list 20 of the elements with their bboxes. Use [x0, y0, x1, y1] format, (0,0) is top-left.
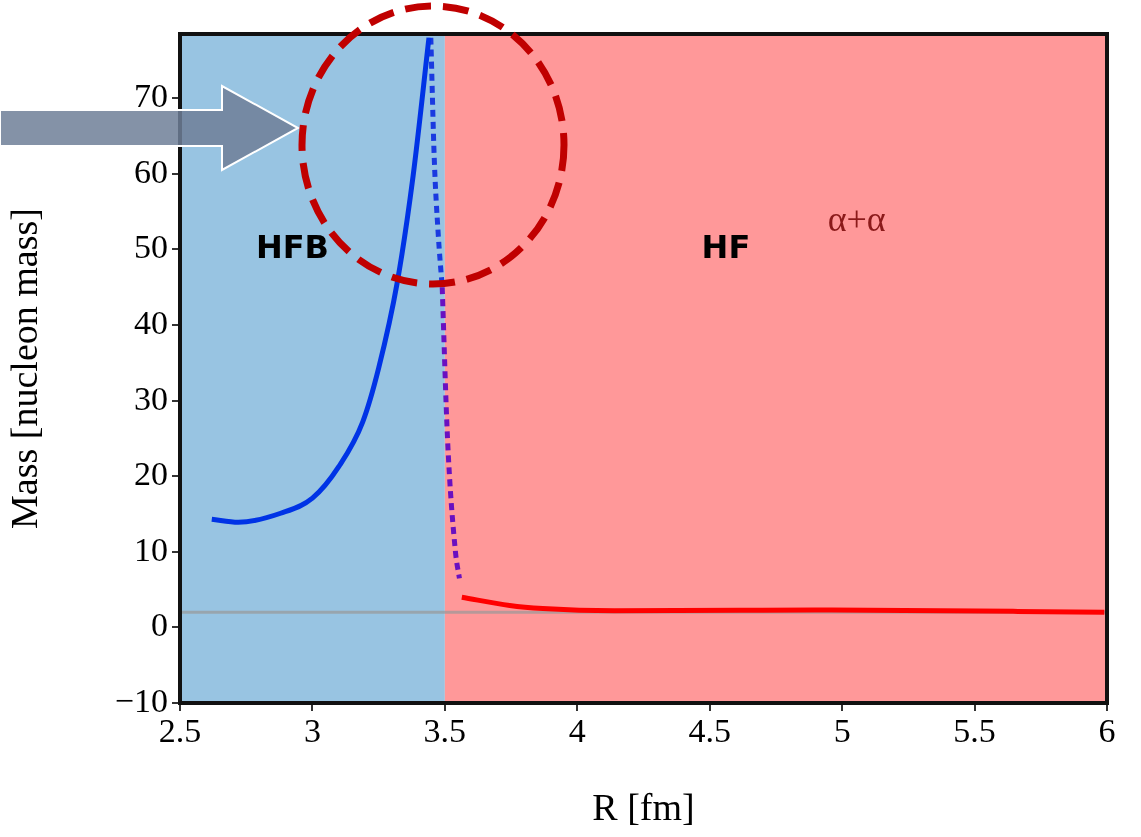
band-label: HFB: [255, 227, 329, 266]
y-tick-label: 70: [134, 77, 168, 115]
x-tick-label: 6: [1098, 712, 1116, 750]
y-tick-label: 20: [134, 455, 168, 493]
y-tick-label: 30: [134, 379, 168, 417]
y-axis-title: Mass [nucleon mass]: [2, 208, 45, 529]
y-tick-label: 10: [134, 530, 168, 568]
annotation: α+α: [827, 198, 886, 239]
x-tick-label: 3: [303, 712, 321, 750]
y-tick-label: 40: [134, 303, 168, 341]
x-tick-label: 4: [568, 712, 586, 750]
y-tick-label: 50: [134, 228, 168, 266]
band-label: HF: [701, 227, 751, 266]
y-tick-label: 60: [134, 152, 168, 190]
x-axis-title: R [fm]: [592, 786, 695, 829]
y-tick-label: 0: [151, 606, 168, 644]
x-tick-label: 4.5: [688, 712, 731, 750]
x-tick-label: 5: [833, 712, 851, 750]
x-tick-label: 5.5: [953, 712, 996, 750]
x-tick-label: 3.5: [423, 712, 467, 750]
